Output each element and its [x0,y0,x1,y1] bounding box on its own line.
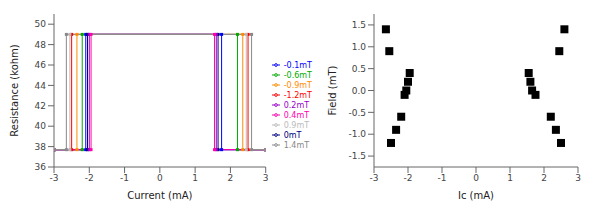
html-text:-1.2mT: -1.2mT [283,90,312,100]
svg-text:1.5: 1.5 [352,20,366,30]
svg-text:-1: -1 [438,173,447,183]
svg-text:0.0: 0.0 [352,86,367,96]
svg-text:0.5: 0.5 [352,64,366,74]
html-text:1.4mT: 1.4mT [283,140,310,150]
svg-text:-3: -3 [370,173,379,183]
svg-text:0: 0 [473,173,479,183]
html-text:-0.6mT: -0.6mT [283,70,312,80]
svg-text:3: 3 [575,173,581,183]
svg-text:38: 38 [35,142,47,152]
svg-text:40: 40 [35,121,47,131]
html-text:-0.1mT: -0.1mT [283,60,312,70]
svg-text:44: 44 [35,81,47,91]
svg-text:2: 2 [228,173,234,183]
svg-text:-2: -2 [404,173,413,183]
svg-text:50: 50 [35,19,47,29]
svg-text:1: 1 [192,173,198,183]
html-text:-0.9mT: -0.9mT [283,80,312,90]
svg-text:36: 36 [35,162,47,172]
svg-text:42: 42 [35,101,46,111]
html-text:0.9mT: 0.9mT [283,120,310,130]
svg-text:2: 2 [541,173,547,183]
html-text:0.2mT: 0.2mT [283,100,310,110]
html-text:0mT: 0mT [283,130,302,140]
svg-text:-3: -3 [50,173,59,183]
svg-text:-1.5: -1.5 [348,151,366,161]
html-text:0.4mT: 0.4mT [283,110,310,120]
svg-text:1.0: 1.0 [352,42,367,52]
svg-text:Resistance (kohm): Resistance (kohm) [9,44,20,137]
svg-text:-1.0: -1.0 [348,129,366,139]
svg-text:Field (mT): Field (mT) [327,65,338,115]
svg-text:Current (mA): Current (mA) [127,190,192,201]
svg-text:3: 3 [263,173,269,183]
svg-text:Ic (mA): Ic (mA) [458,190,494,201]
svg-text:48: 48 [35,40,47,50]
svg-text:1: 1 [507,173,513,183]
svg-text:-0.5: -0.5 [348,108,366,118]
svg-text:-2: -2 [85,173,94,183]
svg-text:0: 0 [157,173,163,183]
svg-text:-1: -1 [120,173,129,183]
svg-text:46: 46 [35,60,47,70]
